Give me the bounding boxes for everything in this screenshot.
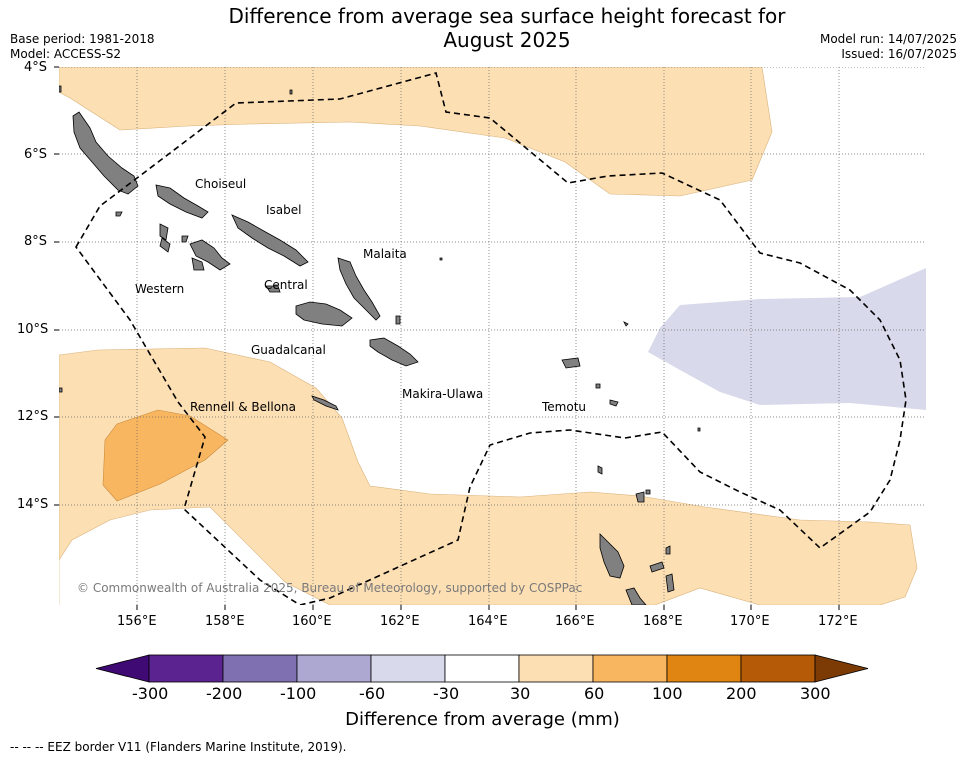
lat-tick-12s: 12°S bbox=[17, 409, 49, 424]
vella-lavella-island bbox=[159, 223, 169, 241]
malakula-island bbox=[625, 587, 647, 605]
map-title: Difference from average sea surface heig… bbox=[0, 4, 965, 52]
vanikoro-island bbox=[609, 399, 619, 407]
anomaly-band-30-60-south bbox=[59, 347, 918, 605]
shortland-island bbox=[115, 211, 123, 217]
colorbar-tick-200: 200 bbox=[726, 684, 757, 703]
lat-tick-8s: 8°S bbox=[24, 234, 48, 249]
colorbar-extend-min bbox=[95, 654, 150, 683]
choiseul-island bbox=[155, 184, 209, 219]
colorbar-tick--300: -300 bbox=[132, 684, 169, 703]
bougainville-island bbox=[72, 111, 139, 195]
title-line-1: Difference from average sea surface heig… bbox=[228, 4, 786, 28]
colorbar-segment-9 bbox=[740, 654, 816, 683]
province-label-malaita: Malaita bbox=[363, 247, 407, 261]
province-label-guadalcanal: Guadalcanal bbox=[251, 343, 326, 357]
anomaly-band-60-100 bbox=[102, 409, 229, 502]
duff-islet bbox=[623, 321, 629, 327]
buka-island bbox=[59, 85, 62, 93]
colorbar-tick-300: 300 bbox=[800, 684, 831, 703]
colorbar-tick-30: 30 bbox=[510, 684, 531, 703]
ambae-island bbox=[665, 545, 671, 555]
pentecost-island bbox=[665, 573, 675, 593]
lon-tick-168e: 168°E bbox=[643, 614, 683, 629]
lat-tick-4s: 4°S bbox=[24, 60, 48, 75]
colorbar-segment-3 bbox=[296, 654, 372, 683]
axis-ticks bbox=[54, 66, 840, 610]
lon-tick-164e: 164°E bbox=[468, 614, 508, 629]
colorbar-tick--200: -200 bbox=[206, 684, 243, 703]
colorbar-segment-5 bbox=[444, 654, 520, 683]
tikopia-islet bbox=[697, 427, 701, 432]
banks-islet bbox=[645, 489, 651, 495]
ontong-java-islet bbox=[289, 89, 293, 95]
malaita-island bbox=[337, 257, 381, 321]
lon-tick-166e: 166°E bbox=[555, 614, 595, 629]
ndai-islet bbox=[395, 315, 401, 325]
colorbar-segment-1 bbox=[148, 654, 224, 683]
santa-cruz-island bbox=[561, 357, 581, 369]
colorbar-tick--100: -100 bbox=[280, 684, 317, 703]
colorbar-tick--60: -60 bbox=[359, 684, 386, 703]
espiritu-santo-island bbox=[599, 533, 625, 579]
issued-text: Issued: 16/07/2025 bbox=[841, 47, 957, 61]
santa-isabel-islet bbox=[181, 235, 189, 243]
lon-tick-172e: 172°E bbox=[818, 614, 858, 629]
province-label-temotu: Temotu bbox=[542, 400, 587, 414]
province-label-rennell-bellona: Rennell & Bellona bbox=[190, 400, 297, 414]
colorbar bbox=[95, 654, 869, 683]
colorbar-segment-8 bbox=[666, 654, 742, 683]
sikaiana-islet bbox=[439, 257, 443, 261]
province-label-western: Western bbox=[135, 282, 185, 296]
colorbar-tick-60: 60 bbox=[584, 684, 605, 703]
lon-tick-156e: 156°E bbox=[117, 614, 157, 629]
colorbar-segment-7 bbox=[592, 654, 668, 683]
lon-tick-160e: 160°E bbox=[292, 614, 332, 629]
makira-island bbox=[369, 337, 419, 367]
title-line-2: August 2025 bbox=[443, 28, 571, 52]
model-run-text: Model run: 14/07/2025 bbox=[819, 32, 957, 46]
new-georgia-island bbox=[189, 239, 231, 271]
rendova-island bbox=[191, 257, 205, 271]
province-label-central: Central bbox=[264, 278, 308, 292]
colorbar-tick--30: -30 bbox=[433, 684, 460, 703]
base-period-text: Base period: 1981-2018 bbox=[10, 32, 155, 46]
vanuatu-northern-island bbox=[635, 491, 645, 503]
rennell-island bbox=[311, 395, 339, 411]
anomaly-band-30-60-north bbox=[59, 67, 773, 197]
islands bbox=[59, 85, 701, 605]
colorbar-extend-max bbox=[814, 654, 869, 683]
province-label-makira-ulawa: Makira-Ulawa bbox=[402, 387, 484, 401]
colorbar-segment-2 bbox=[222, 654, 298, 683]
maewo-island bbox=[649, 561, 665, 573]
lon-tick-162e: 162°E bbox=[380, 614, 420, 629]
torres-islet bbox=[597, 465, 603, 475]
isabel-island bbox=[231, 214, 309, 267]
anomaly-band-neg60-neg30 bbox=[648, 268, 926, 410]
model-text: Model: ACCESS-S2 bbox=[10, 47, 122, 61]
utupua-island bbox=[595, 383, 601, 389]
colorbar-segment-4 bbox=[370, 654, 446, 683]
province-label-choiseul: Choiseul bbox=[195, 177, 247, 191]
lat-tick-10s: 10°S bbox=[17, 322, 49, 337]
ranongga-island bbox=[159, 237, 171, 253]
colorbar-segment-6 bbox=[518, 654, 594, 683]
lon-tick-170e: 170°E bbox=[730, 614, 770, 629]
florida-islands bbox=[265, 285, 281, 293]
province-label-isabel: Isabel bbox=[266, 203, 302, 217]
eez-border bbox=[75, 72, 907, 605]
eez-legend-note: -- -- -- EEZ border V11 (Flanders Marine… bbox=[10, 740, 347, 754]
guadalcanal-island bbox=[295, 301, 353, 327]
map-plot-area bbox=[59, 67, 926, 605]
colorbar-title: Difference from average (mm) bbox=[345, 709, 620, 730]
western-islet-1 bbox=[59, 387, 63, 393]
lat-tick-6s: 6°S bbox=[24, 147, 48, 162]
lon-tick-158e: 158°E bbox=[205, 614, 245, 629]
colorbar-tick-100: 100 bbox=[652, 684, 683, 703]
copyright-notice: © Commonwealth of Australia 2025, Bureau… bbox=[77, 581, 583, 595]
lat-tick-14s: 14°S bbox=[17, 497, 49, 512]
